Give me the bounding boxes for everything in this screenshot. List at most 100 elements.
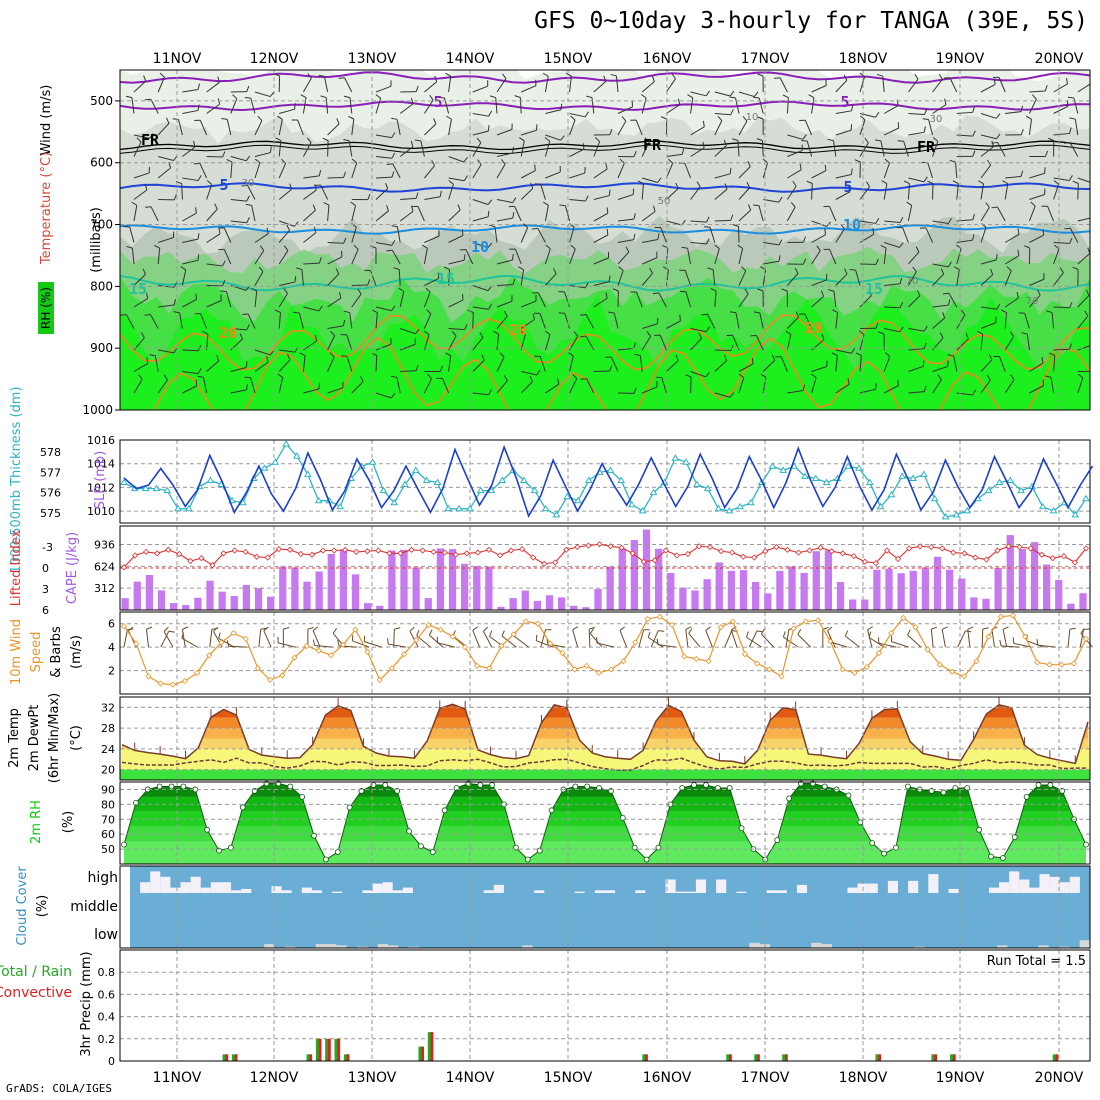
wind-barb [206, 208, 218, 222]
wind-barb [778, 196, 783, 203]
wind-barb [182, 626, 189, 630]
wind-barb [651, 75, 655, 82]
thickness-point [963, 506, 971, 514]
cape-bar [388, 550, 396, 610]
wind-barb [557, 378, 560, 385]
isotherm-label: 10 [471, 238, 489, 256]
wind-barb [120, 313, 127, 316]
wind-barb [218, 632, 221, 639]
precip-convective-bar [785, 1054, 788, 1061]
wind-barb [158, 304, 175, 308]
wind-barb [705, 626, 711, 631]
thickness-point [422, 476, 431, 483]
cloud-bar [140, 882, 151, 893]
wind-barb [206, 180, 213, 185]
wind-barb [294, 103, 296, 110]
wind-barb [802, 134, 807, 140]
wind-barb [180, 266, 186, 271]
wind-barb [250, 377, 256, 394]
wind-barb [279, 220, 295, 227]
wind-barb [489, 95, 496, 99]
li-point [353, 548, 360, 555]
wind-barb [433, 118, 437, 125]
precip-convective-bar [225, 1054, 229, 1061]
wind-speed-point [352, 626, 359, 633]
wind-barb [416, 629, 420, 636]
wind-speed-point [279, 672, 286, 679]
wind-barb [545, 383, 560, 394]
wind-barb [927, 180, 934, 184]
wind-barb [461, 229, 464, 236]
wind-barb [780, 356, 788, 372]
wind-barb [1074, 119, 1079, 136]
thickness-point [260, 464, 269, 471]
temp-color-band [120, 717, 1090, 729]
wind-speed-point [169, 681, 176, 688]
wind-barb [1066, 77, 1068, 85]
wind-barb [738, 293, 749, 308]
li-point [618, 544, 625, 551]
wind-barb [496, 284, 514, 286]
wind-barb [520, 319, 535, 329]
wind-barb [495, 97, 498, 114]
wind-barb [930, 629, 934, 648]
li-point [143, 548, 150, 555]
wind-barb [223, 249, 232, 265]
wind-barb [239, 333, 243, 340]
wind-barb [448, 259, 465, 265]
wind-barb [487, 242, 493, 249]
li-point [994, 547, 1001, 554]
wind-barb [1037, 644, 1056, 648]
wind-barb [738, 363, 754, 372]
wind-barb [143, 75, 147, 82]
precip-total-bar [315, 1038, 321, 1061]
cape-bar [1055, 579, 1063, 610]
wind-barb [907, 271, 917, 286]
cape-bar [824, 550, 833, 610]
temperature-label: Temperature (°C) [39, 152, 54, 265]
wind-barb [409, 630, 419, 648]
wind-barb [585, 314, 595, 329]
wind-barb [757, 288, 764, 292]
wind-barb [714, 120, 723, 136]
wind-barb [437, 642, 456, 648]
wind-speed-point [206, 652, 213, 659]
cape-bar [873, 569, 881, 610]
wind-barb [206, 300, 222, 308]
wind-barb [1048, 137, 1054, 141]
wind-barb [519, 97, 522, 114]
wind-barb [300, 94, 307, 99]
cape-bar [933, 556, 942, 610]
wind-barb [666, 188, 679, 200]
wind-barb [141, 332, 145, 339]
slp-tick-label: 1012 [87, 481, 115, 494]
wind-barb [635, 119, 643, 136]
wind-barb [872, 228, 875, 235]
wind-barb [659, 335, 667, 351]
wind-speed-point [1046, 661, 1053, 668]
wind-barb [206, 82, 220, 93]
wind-barb [512, 278, 516, 285]
li-point [364, 548, 371, 555]
wind-barb [644, 137, 650, 143]
wind-speed-point [315, 647, 322, 654]
li-point [640, 558, 647, 565]
wind-barb [1017, 228, 1020, 235]
wind-barb [802, 384, 805, 391]
wind-barb [666, 360, 679, 372]
top-date-label: 16NOV [643, 51, 692, 67]
precip-convective-bar [1055, 1054, 1059, 1061]
wind-barb [399, 146, 414, 157]
wind-barb [423, 99, 434, 114]
temp-line [121, 703, 1089, 765]
wind-barb [496, 152, 513, 157]
cloud-bar [231, 890, 242, 893]
wind-barb [336, 118, 340, 125]
wind-barb [327, 273, 340, 286]
li-point [308, 551, 316, 558]
rh-point [346, 804, 353, 811]
wind-barb [829, 249, 837, 265]
thickness-point [379, 486, 388, 494]
wind-barb [690, 328, 707, 333]
